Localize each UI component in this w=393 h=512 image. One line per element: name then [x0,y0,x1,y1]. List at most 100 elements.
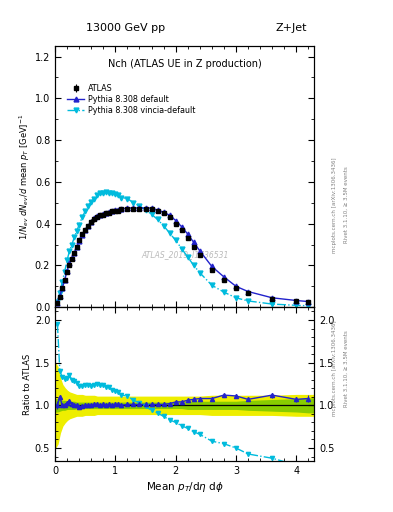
Pythia 8.308 default [155,207,160,213]
Pythia 8.308 default [104,210,108,216]
Pythia 8.308 vincia-default [173,237,178,243]
Pythia 8.308 vincia-default [104,189,108,196]
Text: mcplots.cern.ch [arXiv:1306.3436]: mcplots.cern.ch [arXiv:1306.3436] [332,157,337,252]
Pythia 8.308 default [55,300,60,306]
Pythia 8.308 default [70,255,74,261]
Pythia 8.308 default [222,274,226,280]
Pythia 8.308 vincia-default [125,196,130,202]
Pythia 8.308 vincia-default [113,191,118,198]
Pythia 8.308 vincia-default [86,203,90,209]
Pythia 8.308 vincia-default [161,223,166,229]
Pythia 8.308 default [197,248,202,254]
Pythia 8.308 vincia-default [294,302,299,308]
Pythia 8.308 vincia-default [77,222,81,228]
Pythia 8.308 vincia-default [185,254,190,260]
Line: Pythia 8.308 vincia-default: Pythia 8.308 vincia-default [55,190,311,308]
Pythia 8.308 default [131,205,136,211]
Pythia 8.308 vincia-default [209,282,214,288]
Pythia 8.308 default [101,211,106,217]
Pythia 8.308 default [116,207,121,213]
Text: mcplots.cern.ch [arXiv:1306.3436]: mcplots.cern.ch [arXiv:1306.3436] [332,321,337,416]
Pythia 8.308 default [191,240,196,246]
Pythia 8.308 vincia-default [74,228,79,234]
Pythia 8.308 default [110,208,115,214]
Pythia 8.308 vincia-default [70,242,74,248]
Pythia 8.308 vincia-default [95,193,99,199]
Line: Pythia 8.308 default: Pythia 8.308 default [55,205,311,306]
Pythia 8.308 default [77,238,81,244]
Pythia 8.308 default [173,218,178,224]
Pythia 8.308 vincia-default [60,279,64,285]
Pythia 8.308 vincia-default [89,199,94,205]
Y-axis label: Ratio to ATLAS: Ratio to ATLAS [23,353,32,415]
Pythia 8.308 vincia-default [110,190,115,197]
Pythia 8.308 default [67,260,72,266]
Pythia 8.308 vincia-default [143,207,148,213]
Pythia 8.308 vincia-default [119,195,124,201]
Pythia 8.308 default [62,277,67,283]
Pythia 8.308 vincia-default [306,303,311,309]
Pythia 8.308 default [167,212,172,218]
Pythia 8.308 vincia-default [155,217,160,223]
Text: Rivet 3.1.10, ≥ 3.5M events: Rivet 3.1.10, ≥ 3.5M events [344,166,349,243]
Pythia 8.308 vincia-default [80,215,84,221]
Pythia 8.308 vincia-default [72,234,77,240]
Y-axis label: $1/N_{ev}$ $dN_{ev}/d$ mean $p_T$ [GeV]$^{-1}$: $1/N_{ev}$ $dN_{ev}/d$ mean $p_T$ [GeV]$… [18,114,32,240]
Pythia 8.308 default [137,205,142,211]
Pythia 8.308 vincia-default [191,262,196,268]
Pythia 8.308 vincia-default [131,200,136,206]
Pythia 8.308 vincia-default [179,246,184,252]
Pythia 8.308 vincia-default [137,203,142,209]
Pythia 8.308 default [57,293,62,299]
Pythia 8.308 vincia-default [92,196,97,202]
Pythia 8.308 default [92,216,97,222]
Pythia 8.308 vincia-default [197,270,202,276]
Pythia 8.308 default [119,206,124,212]
Text: Z+Jet: Z+Jet [275,23,307,33]
Pythia 8.308 default [246,288,250,294]
Pythia 8.308 default [86,223,90,229]
Text: Nch (ATLAS UE in Z production): Nch (ATLAS UE in Z production) [108,59,262,69]
Pythia 8.308 default [149,205,154,211]
Pythia 8.308 default [60,285,64,291]
Pythia 8.308 vincia-default [62,269,67,275]
Pythia 8.308 default [179,224,184,230]
Pythia 8.308 default [98,212,103,218]
Pythia 8.308 default [74,244,79,250]
Pythia 8.308 vincia-default [107,190,112,197]
Text: ATLAS_2019_I1736531: ATLAS_2019_I1736531 [141,250,228,260]
Pythia 8.308 vincia-default [149,211,154,217]
Pythia 8.308 default [185,231,190,237]
Pythia 8.308 vincia-default [101,190,106,197]
Pythia 8.308 vincia-default [233,295,238,301]
Pythia 8.308 default [233,283,238,289]
Pythia 8.308 default [209,263,214,269]
Pythia 8.308 default [65,268,70,274]
Pythia 8.308 default [95,214,99,220]
Legend: ATLAS, Pythia 8.308 default, Pythia 8.308 vincia-default: ATLAS, Pythia 8.308 default, Pythia 8.30… [64,81,197,117]
Pythia 8.308 default [80,232,84,238]
Pythia 8.308 default [143,205,148,211]
Pythia 8.308 default [161,209,166,215]
Pythia 8.308 vincia-default [167,230,172,236]
Pythia 8.308 default [306,298,311,305]
Pythia 8.308 vincia-default [98,190,103,197]
Pythia 8.308 default [270,295,275,301]
Pythia 8.308 default [83,227,88,233]
Pythia 8.308 default [125,205,130,211]
Pythia 8.308 vincia-default [57,289,62,295]
Pythia 8.308 default [113,207,118,213]
Pythia 8.308 vincia-default [270,301,275,307]
Pythia 8.308 vincia-default [55,299,60,305]
Text: 13000 GeV pp: 13000 GeV pp [86,23,165,33]
Pythia 8.308 vincia-default [67,248,72,254]
Pythia 8.308 default [72,250,77,256]
Pythia 8.308 vincia-default [116,193,121,199]
Pythia 8.308 vincia-default [65,257,70,263]
Pythia 8.308 default [107,209,112,215]
Pythia 8.308 vincia-default [83,208,88,214]
X-axis label: Mean $p_T$/d$\eta$ d$\phi$: Mean $p_T$/d$\eta$ d$\phi$ [146,480,224,494]
Pythia 8.308 default [294,297,299,304]
Pythia 8.308 default [89,219,94,225]
Text: Rivet 3.1.10, ≥ 3.5M events: Rivet 3.1.10, ≥ 3.5M events [344,330,349,407]
